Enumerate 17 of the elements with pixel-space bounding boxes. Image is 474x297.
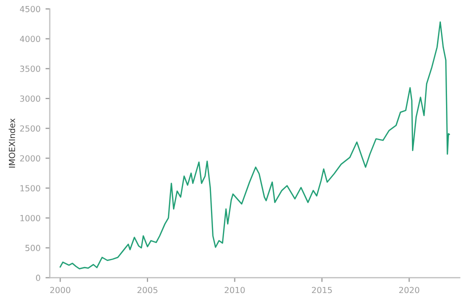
y-tick-label: 3000 [20, 95, 40, 102]
y-tick-label: 1000 [20, 214, 40, 222]
y-tick-label: 3500 [20, 66, 40, 72]
x-tick-label: 2005 [137, 286, 158, 294]
y-tick-label: 4000 [20, 36, 40, 42]
y-tick-label: 4500 [20, 6, 40, 12]
y-tick-label: 0 [36, 274, 40, 281]
x-tick-label: 2010 [224, 286, 245, 294]
x-tick-label: 2020 [399, 286, 420, 294]
x-tick-label: 2000 [50, 286, 70, 294]
y-tick-label: 2500 [20, 125, 40, 132]
y-tick-label: 500 [25, 244, 40, 252]
line-series [60, 21, 450, 270]
y-tick-label: 1500 [20, 185, 40, 192]
x-tick-label: 2015 [312, 286, 332, 294]
y-tick-label: 2000 [20, 155, 40, 162]
y-axis-title: IMOEXIndex [8, 118, 16, 168]
